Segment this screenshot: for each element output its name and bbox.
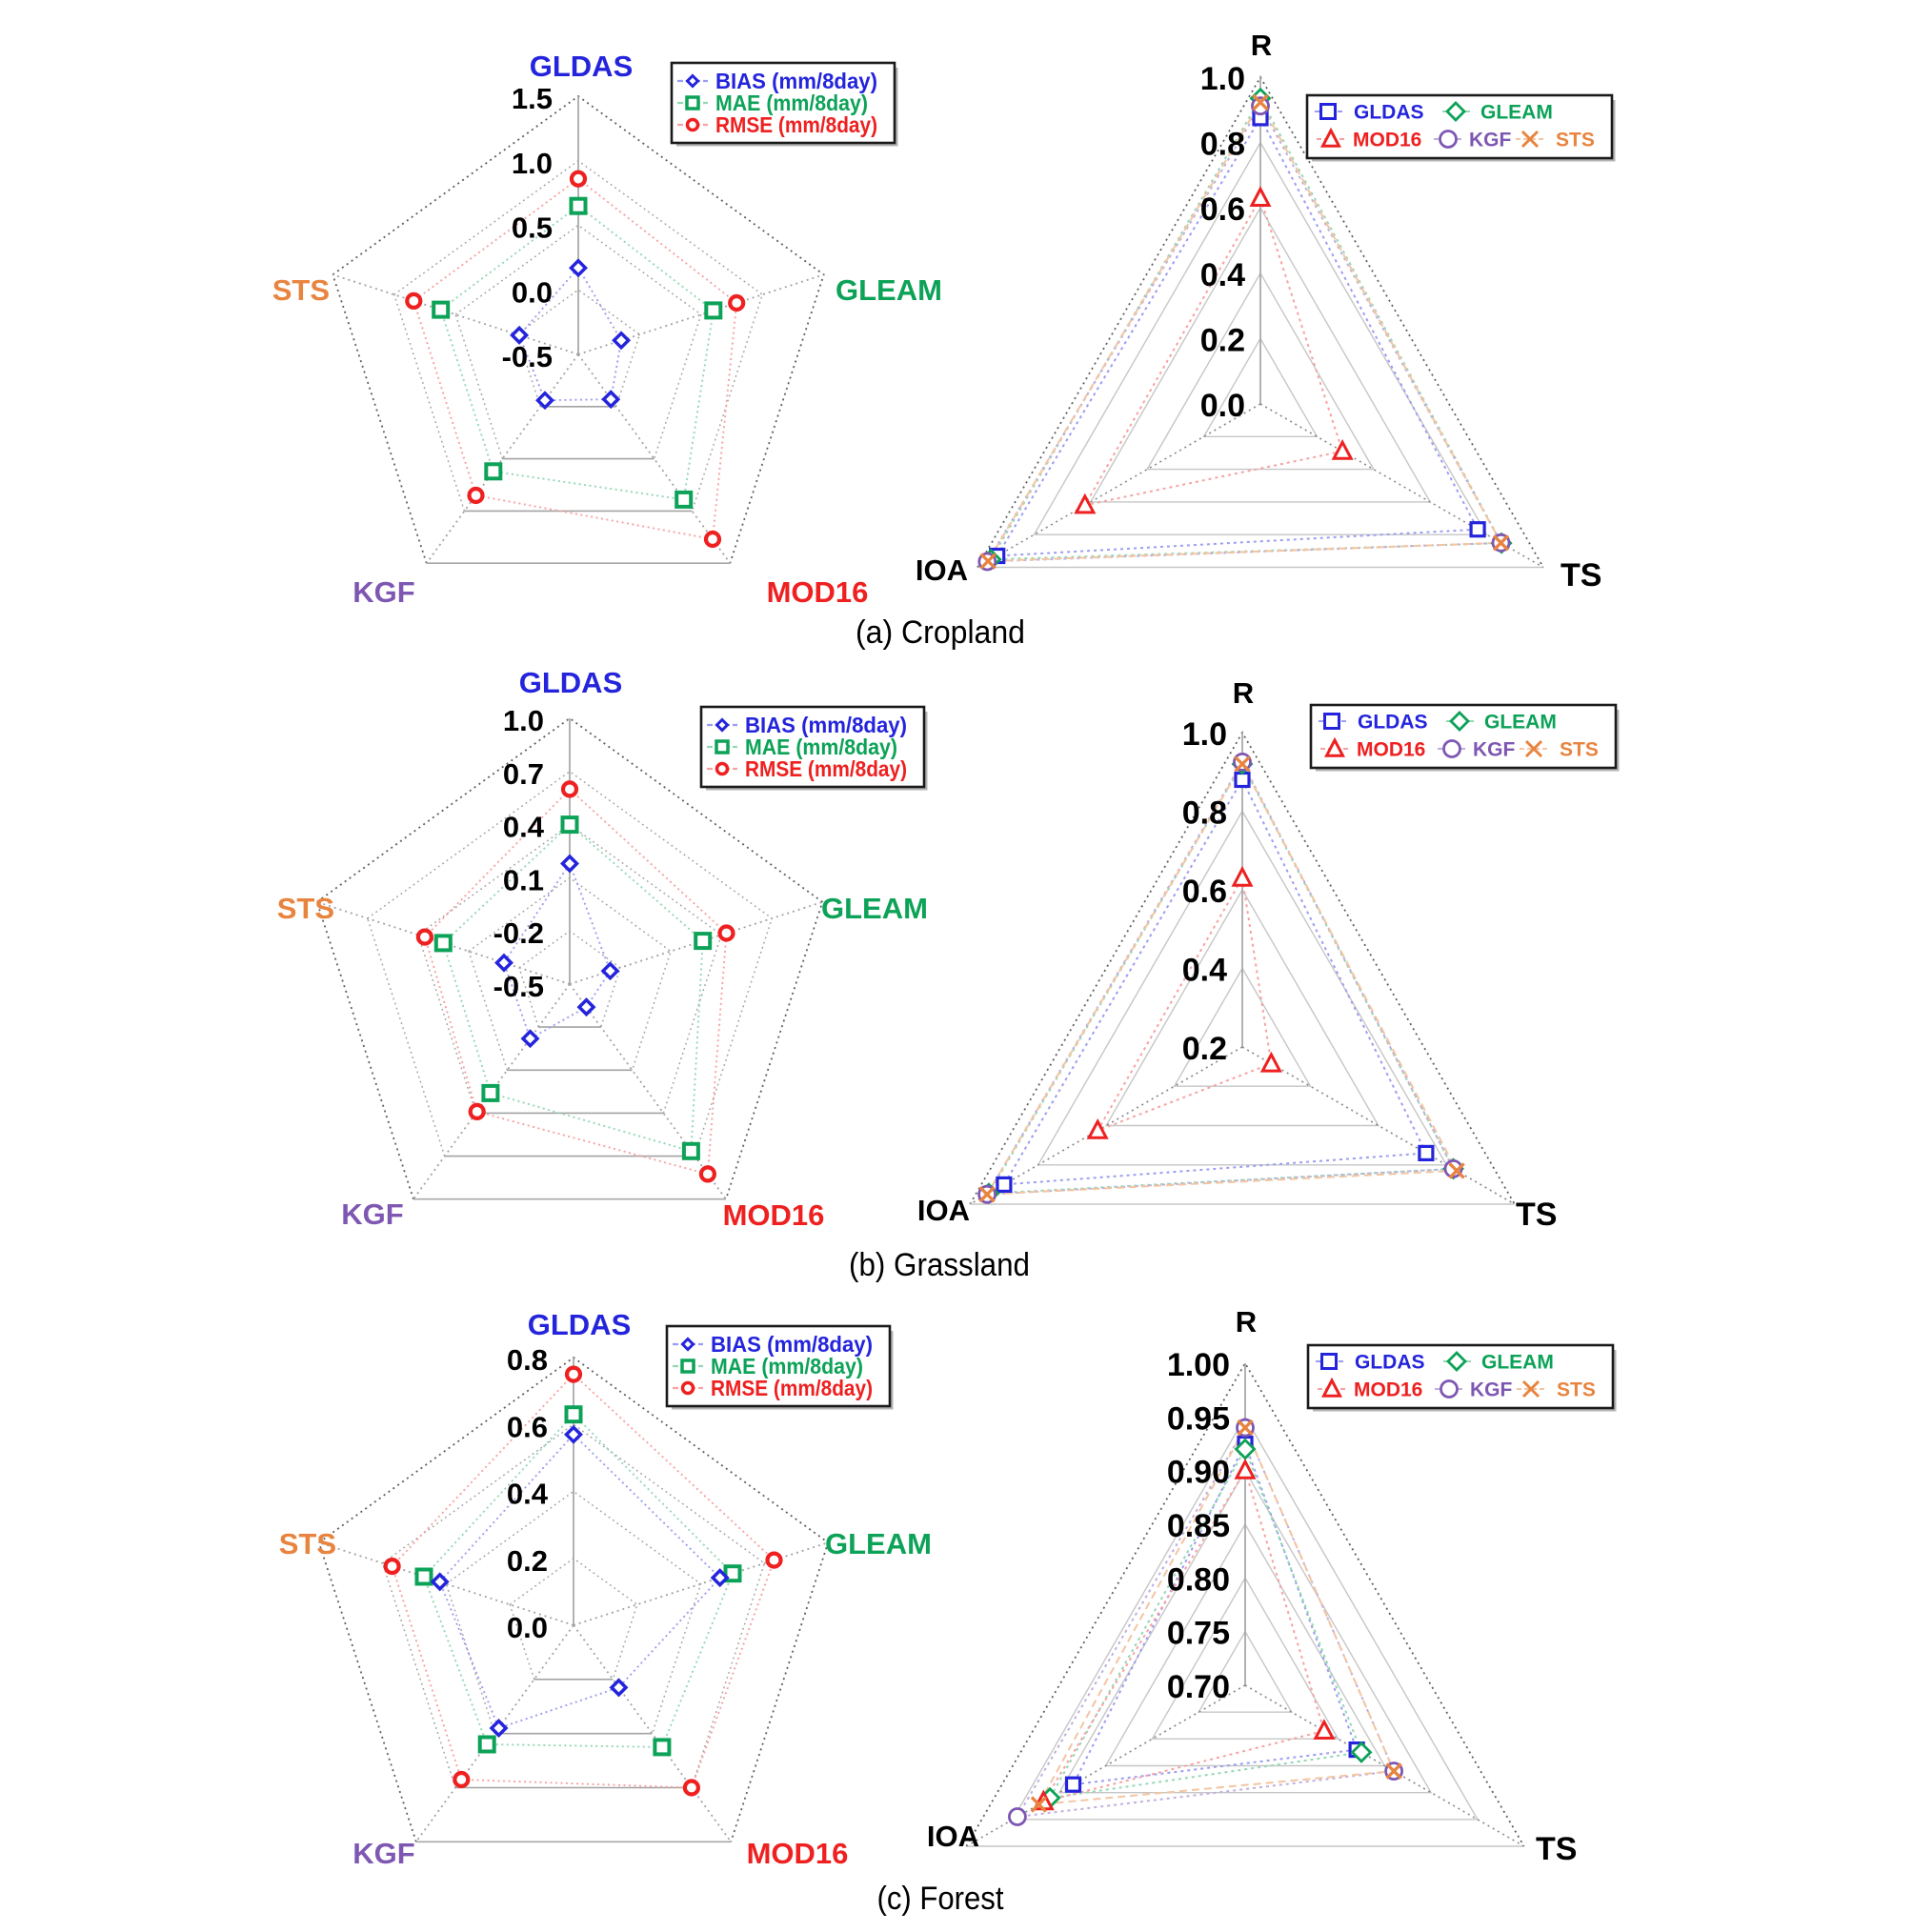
svg-text:0.6: 0.6 <box>1200 191 1245 228</box>
svg-text:IOA: IOA <box>927 1820 979 1853</box>
svg-text:0.85: 0.85 <box>1167 1508 1230 1544</box>
svg-text:KGF: KGF <box>341 1197 403 1231</box>
svg-text:MOD16: MOD16 <box>1353 130 1421 151</box>
svg-text:GLDAS: GLDAS <box>528 1308 632 1341</box>
svg-text:STS: STS <box>1556 130 1595 151</box>
svg-text:GLDAS: GLDAS <box>519 666 623 699</box>
svg-text:R: R <box>1251 29 1272 62</box>
svg-text:0.90: 0.90 <box>1167 1455 1230 1491</box>
svg-text:0.5: 0.5 <box>512 211 553 245</box>
svg-text:0.2: 0.2 <box>507 1544 548 1578</box>
svg-text:0.2: 0.2 <box>1200 322 1245 358</box>
svg-text:IOA: IOA <box>916 553 968 587</box>
svg-text:RMSE (mm/8day): RMSE (mm/8day) <box>711 1376 873 1400</box>
svg-text:GLEAM: GLEAM <box>821 892 928 925</box>
svg-text:KGF: KGF <box>1469 130 1512 151</box>
svg-text:RMSE (mm/8day): RMSE (mm/8day) <box>745 756 907 781</box>
svg-text:0.95: 0.95 <box>1167 1400 1230 1437</box>
svg-text:0.2: 0.2 <box>1182 1031 1227 1067</box>
svg-text:(a) Cropland: (a) Cropland <box>856 614 1025 651</box>
svg-text:1.5: 1.5 <box>512 82 553 115</box>
svg-text:RMSE (mm/8day): RMSE (mm/8day) <box>715 112 877 137</box>
svg-text:0.75: 0.75 <box>1167 1616 1230 1652</box>
svg-text:MOD16: MOD16 <box>723 1198 825 1232</box>
svg-text:GLEAM: GLEAM <box>1481 1352 1554 1374</box>
svg-text:R: R <box>1236 1305 1257 1338</box>
svg-text:R: R <box>1233 676 1254 710</box>
svg-text:MAE (mm/8day): MAE (mm/8day) <box>745 735 897 759</box>
svg-text:0.80: 0.80 <box>1167 1561 1230 1598</box>
svg-text:TS: TS <box>1536 1831 1577 1867</box>
svg-text:0.0: 0.0 <box>507 1611 548 1644</box>
svg-text:0.6: 0.6 <box>1182 874 1227 910</box>
svg-text:IOA: IOA <box>917 1194 970 1227</box>
svg-text:MAE (mm/8day): MAE (mm/8day) <box>715 91 868 115</box>
svg-text:TS: TS <box>1561 557 1601 594</box>
svg-text:KGF: KGF <box>1473 739 1516 761</box>
svg-text:BIAS (mm/8day): BIAS (mm/8day) <box>715 69 877 93</box>
svg-text:GLEAM: GLEAM <box>825 1527 932 1560</box>
svg-text:GLDAS: GLDAS <box>530 50 634 83</box>
svg-text:0.6: 0.6 <box>507 1410 548 1443</box>
svg-text:KGF: KGF <box>352 575 414 609</box>
svg-text:-0.5: -0.5 <box>502 340 553 373</box>
svg-text:MOD16: MOD16 <box>1357 739 1425 761</box>
svg-text:MOD16: MOD16 <box>767 575 869 609</box>
svg-text:0.70: 0.70 <box>1167 1669 1230 1705</box>
svg-text:0.4: 0.4 <box>507 1478 549 1511</box>
svg-text:MOD16: MOD16 <box>1354 1379 1422 1401</box>
svg-text:0.8: 0.8 <box>1182 795 1227 832</box>
svg-text:-0.2: -0.2 <box>493 916 544 950</box>
svg-text:BIAS (mm/8day): BIAS (mm/8day) <box>745 713 907 737</box>
svg-text:1.0: 1.0 <box>512 147 553 180</box>
svg-text:0.0: 0.0 <box>512 275 553 309</box>
svg-text:0.4: 0.4 <box>1182 953 1227 989</box>
svg-text:STS: STS <box>272 273 330 307</box>
svg-text:0.4: 0.4 <box>503 811 545 844</box>
svg-text:(b) Grassland: (b) Grassland <box>849 1247 1030 1283</box>
svg-text:GLEAM: GLEAM <box>1480 102 1553 124</box>
svg-text:KGF: KGF <box>352 1837 414 1870</box>
svg-text:1.0: 1.0 <box>503 704 544 737</box>
svg-text:MAE (mm/8day): MAE (mm/8day) <box>711 1354 863 1379</box>
svg-text:GLDAS: GLDAS <box>1355 1352 1425 1374</box>
svg-text:STS: STS <box>277 892 334 925</box>
svg-text:0.8: 0.8 <box>1200 127 1245 163</box>
svg-text:0.4: 0.4 <box>1200 257 1245 293</box>
svg-text:1.0: 1.0 <box>1182 716 1227 753</box>
svg-text:TS: TS <box>1516 1197 1557 1233</box>
svg-text:0.1: 0.1 <box>503 863 544 896</box>
svg-text:STS: STS <box>1557 1379 1596 1401</box>
svg-text:0.8: 0.8 <box>507 1343 548 1377</box>
svg-text:GLEAM: GLEAM <box>1484 712 1557 734</box>
svg-text:1.00: 1.00 <box>1167 1347 1230 1383</box>
svg-text:0.7: 0.7 <box>503 757 544 791</box>
svg-text:0.0: 0.0 <box>1200 388 1245 424</box>
svg-text:BIAS (mm/8day): BIAS (mm/8day) <box>711 1332 873 1357</box>
svg-text:GLDAS: GLDAS <box>1354 102 1424 124</box>
svg-text:GLDAS: GLDAS <box>1358 712 1428 734</box>
svg-text:KGF: KGF <box>1470 1379 1513 1401</box>
svg-text:GLEAM: GLEAM <box>836 273 942 307</box>
svg-text:STS: STS <box>1560 739 1599 761</box>
svg-text:1.0: 1.0 <box>1200 61 1245 97</box>
svg-text:STS: STS <box>279 1527 336 1560</box>
svg-text:-0.5: -0.5 <box>493 970 544 1003</box>
svg-text:(c) Forest: (c) Forest <box>877 1881 1005 1917</box>
svg-text:MOD16: MOD16 <box>747 1837 849 1870</box>
